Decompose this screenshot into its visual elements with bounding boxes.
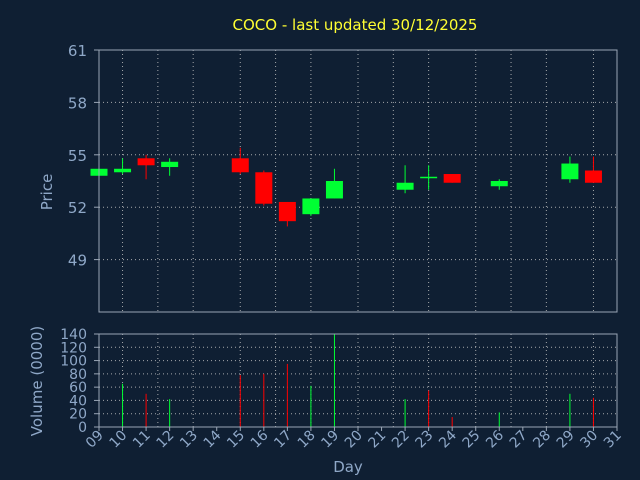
price-tick-label: 49 <box>68 252 87 270</box>
volume-tick-label: 20 <box>69 407 87 423</box>
x-tick-label: 14 <box>201 427 225 451</box>
candle-body <box>584 170 602 183</box>
x-tick-label: 25 <box>460 428 484 452</box>
x-tick-label: 26 <box>483 427 507 451</box>
candle-body <box>137 158 155 166</box>
candle-body <box>278 201 296 222</box>
candle-body <box>114 168 132 173</box>
candle-body <box>443 174 461 183</box>
price-tick-label: 52 <box>68 199 87 217</box>
x-tick-label: 22 <box>389 428 413 452</box>
x-tick-label: 28 <box>530 428 554 452</box>
x-tick-label: 15 <box>224 428 248 452</box>
x-tick-label: 29 <box>554 428 578 452</box>
candle-body <box>231 158 249 173</box>
chart-title: COCO - last updated 30/12/2025 <box>233 16 478 34</box>
candle-body <box>490 181 508 187</box>
candle-body <box>255 172 273 204</box>
price-tick-label: 61 <box>68 42 87 60</box>
volume-tick-label: 140 <box>60 327 87 343</box>
x-tick-label: 24 <box>436 427 460 451</box>
volume-axis-label: Volume (0000) <box>28 326 46 436</box>
x-tick-label: 20 <box>342 428 366 452</box>
volume-tick-label: 80 <box>69 367 87 383</box>
x-tick-label: 17 <box>271 428 295 452</box>
x-tick-label: 16 <box>248 427 272 451</box>
price-tick-label: 55 <box>68 147 87 165</box>
x-tick-label: 13 <box>177 428 201 452</box>
x-tick-label: 11 <box>130 428 154 452</box>
marks-layer <box>90 147 602 427</box>
grid-layer <box>99 49 617 428</box>
price-tick-label: 58 <box>68 94 87 112</box>
x-axis-label: Day <box>333 458 363 476</box>
axes-layer <box>94 49 618 431</box>
x-tick-label: 31 <box>601 428 625 452</box>
volume-tick-label: 100 <box>60 354 87 370</box>
volume-tick-label: 40 <box>69 393 87 409</box>
x-tick-label: 18 <box>295 428 319 452</box>
volume-panel-frame <box>98 333 618 428</box>
x-tick-label: 12 <box>154 428 178 452</box>
x-tick-label: 19 <box>318 428 342 452</box>
x-tick-label: 27 <box>507 428 531 452</box>
x-tick-label: 23 <box>413 428 437 452</box>
candle-body <box>161 161 179 168</box>
volume-tick-label: 60 <box>69 380 87 396</box>
volume-tick-label: 120 <box>60 340 87 356</box>
candle-body <box>302 198 320 215</box>
price-panel-frame <box>98 49 618 313</box>
candle-body <box>561 163 579 180</box>
price-axis-label: Price <box>38 174 56 211</box>
volume-tick-label: 0 <box>78 420 87 436</box>
x-tick-label: 10 <box>106 428 130 452</box>
candle-body <box>396 182 414 190</box>
x-tick-label: 30 <box>577 428 601 452</box>
candle-body <box>325 181 343 199</box>
x-tick-label: 21 <box>365 428 389 452</box>
